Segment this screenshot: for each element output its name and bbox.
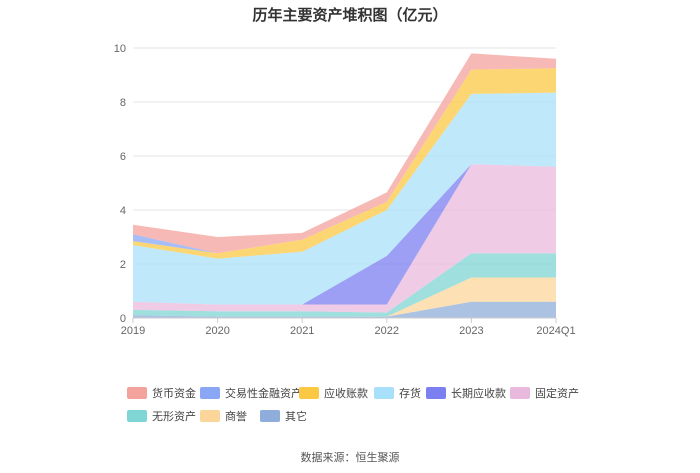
legend-swatch (200, 387, 220, 399)
x-tick-label: 2020 (205, 325, 229, 337)
y-tick-label: 2 (120, 259, 126, 271)
legend-swatch (127, 410, 147, 422)
legend-item-receivables[interactable]: 应收账款 (299, 386, 368, 400)
legend-label: 应收账款 (324, 388, 368, 400)
data-source: 数据来源：恒生聚源 (300, 452, 400, 464)
chart-title: 历年主要资产堆积图（亿元） (252, 7, 448, 24)
y-tick-label: 8 (120, 97, 126, 109)
y-tick-label: 4 (120, 205, 126, 217)
legend-swatch (426, 387, 446, 399)
x-tick-label: 2022 (375, 325, 399, 337)
x-axis: 2019 2020 2021 2022 2023 2024Q1 (121, 317, 576, 337)
legend-label: 交易性金融资产 (225, 388, 302, 400)
legend-label: 货币资金 (152, 388, 196, 400)
legend-item-long-term-receivables[interactable]: 长期应收款 (426, 386, 506, 400)
legend-label: 其它 (285, 411, 307, 423)
legend-label: 无形资产 (152, 411, 196, 423)
y-tick-label: 10 (114, 43, 126, 55)
legend-item-fixed-assets[interactable]: 固定资产 (510, 386, 579, 400)
series-areas (133, 53, 556, 318)
legend-label: 存货 (399, 388, 421, 400)
series-area (133, 277, 556, 317)
legend-label: 商誉 (225, 411, 247, 423)
x-tick-label: 2019 (121, 325, 145, 337)
legend-item-intangible-assets[interactable]: 无形资产 (127, 409, 196, 423)
series-area (133, 53, 556, 254)
y-tick-label: 0 (120, 313, 126, 325)
legend-item-goodwill[interactable]: 商誉 (200, 409, 247, 423)
legend-swatch (200, 410, 220, 422)
legend-swatch (260, 410, 280, 422)
legend-swatch (374, 387, 394, 399)
legend-label: 固定资产 (535, 388, 579, 400)
legend-item-inventory[interactable]: 存货 (374, 386, 421, 400)
series-area (133, 301, 556, 318)
y-tick-label: 6 (120, 151, 126, 163)
x-tick-label: 2024Q1 (536, 325, 575, 337)
y-axis: 0 2 4 6 8 10 (114, 43, 126, 325)
x-tick-label: 2021 (290, 325, 314, 337)
series-area (133, 92, 556, 305)
legend-swatch (510, 387, 530, 399)
x-tick-label: 2023 (459, 325, 483, 337)
stacked-area-chart: 2019 2020 2021 2022 2023 2024Q1 0 2 4 6 8 10 (114, 43, 576, 337)
legend-swatch (127, 387, 147, 399)
legend-item-trading-assets[interactable]: 交易性金融资产 (200, 386, 302, 400)
legend-label: 长期应收款 (451, 388, 506, 400)
legend-swatch (299, 387, 319, 399)
series-area (133, 68, 556, 259)
series-area (133, 253, 556, 317)
legend-item-other[interactable]: 其它 (260, 409, 307, 423)
legend-item-cash[interactable]: 货币资金 (127, 386, 196, 400)
series-area (133, 164, 556, 313)
